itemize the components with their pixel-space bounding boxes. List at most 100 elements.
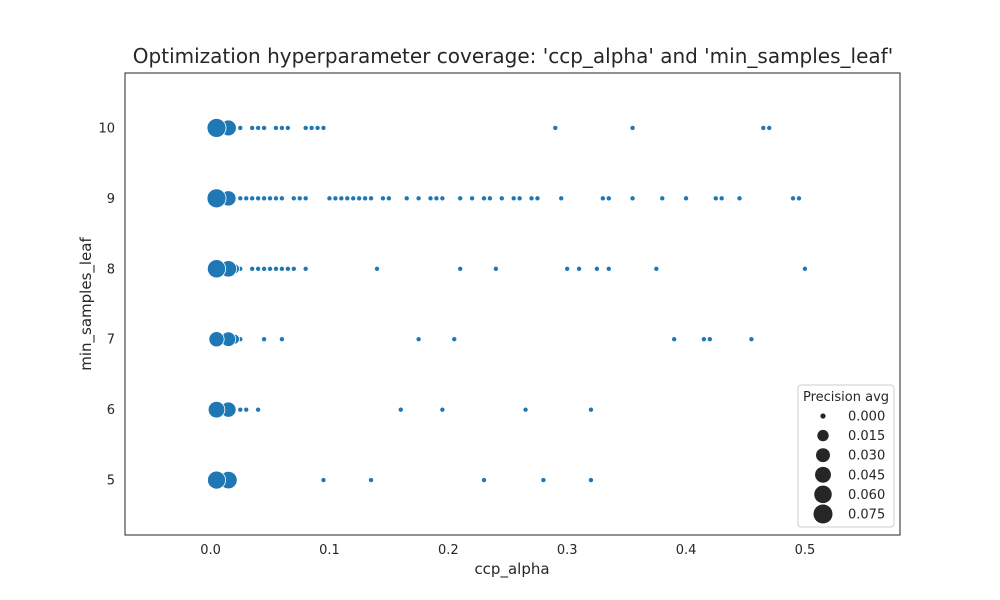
scatter-point xyxy=(587,406,594,413)
y-tick-label: 6 xyxy=(107,403,115,418)
scatter-point xyxy=(207,400,226,419)
scatter-point xyxy=(599,195,606,202)
scatter-point xyxy=(385,195,392,202)
x-tick-label: 0.1 xyxy=(319,543,340,558)
scatter-point xyxy=(255,124,262,131)
scatter-point xyxy=(593,265,600,272)
x-axis-label: ccp_alpha xyxy=(474,560,549,579)
scatter-point xyxy=(415,195,422,202)
scatter-point xyxy=(522,406,529,413)
x-tick-label: 0.4 xyxy=(676,543,697,558)
scatter-point xyxy=(439,406,446,413)
scatter-point xyxy=(659,195,666,202)
y-tick-label: 7 xyxy=(107,333,115,348)
scatter-point xyxy=(700,336,707,343)
scatter-point xyxy=(356,195,363,202)
points-layer xyxy=(206,118,808,490)
scatter-point xyxy=(290,265,297,272)
scatter-point xyxy=(206,118,227,138)
scatter-point xyxy=(576,265,583,272)
scatter-point xyxy=(255,406,262,413)
legend-entries: 0.000 0.015 0.030 0.045 0.060 0.075 xyxy=(813,410,885,524)
scatter-point xyxy=(528,195,535,202)
scatter-point xyxy=(261,265,268,272)
scatter-point xyxy=(439,195,446,202)
scatter-point xyxy=(237,124,244,131)
y-tick-label: 5 xyxy=(107,474,115,489)
scatter-point xyxy=(249,265,256,272)
scatter-point xyxy=(368,195,375,202)
scatter-point xyxy=(284,124,291,131)
scatter-point xyxy=(540,477,547,484)
scatter-point xyxy=(207,470,226,490)
scatter-point xyxy=(249,124,256,131)
scatter-point xyxy=(451,336,458,343)
y-axis-label: min_samples_leaf xyxy=(77,237,96,371)
legend-entry-label: 0.015 xyxy=(848,429,885,444)
scatter-point xyxy=(237,406,244,413)
scatter-point xyxy=(605,265,612,272)
scatter-point xyxy=(748,336,755,343)
scatter-point xyxy=(261,336,268,343)
scatter-point xyxy=(683,195,690,202)
scatter-point xyxy=(397,406,404,413)
scatter-point xyxy=(433,195,440,202)
x-tick-label: 0.0 xyxy=(200,543,221,558)
legend-marker xyxy=(815,466,831,483)
scatter-point xyxy=(272,124,279,131)
y-tick-labels: 5 6 7 8 9 10 xyxy=(98,121,115,488)
scatter-point xyxy=(801,265,808,272)
scatter-point xyxy=(766,124,773,131)
x-tick-label: 0.3 xyxy=(557,543,578,558)
scatter-point xyxy=(272,265,279,272)
scatter-point xyxy=(290,195,297,202)
scatter-point xyxy=(302,195,309,202)
scatter-point xyxy=(510,195,517,202)
legend: Precision avg 0.0000.0150.0300.0450.0600… xyxy=(797,384,895,528)
legend-title: Precision avg xyxy=(803,390,889,405)
legend-marker xyxy=(820,413,826,419)
scatter-point xyxy=(552,124,559,131)
scatter-point xyxy=(344,195,351,202)
scatter-point xyxy=(379,195,386,202)
scatter-point xyxy=(206,188,227,209)
scatter-point xyxy=(261,195,268,202)
scatter-point xyxy=(272,195,279,202)
legend-entry-label: 0.075 xyxy=(848,508,885,523)
scatter-point xyxy=(326,195,333,202)
scatter-point xyxy=(243,406,250,413)
scatter-point xyxy=(278,336,285,343)
scatter-point xyxy=(534,195,541,202)
scatter-point xyxy=(255,195,262,202)
legend-entry-label: 0.000 xyxy=(848,410,885,425)
scatter-point xyxy=(629,195,636,202)
scatter-point xyxy=(308,124,315,131)
scatter-point xyxy=(736,195,743,202)
scatter-point xyxy=(206,259,227,279)
scatter-point xyxy=(278,195,285,202)
scatter-point xyxy=(564,265,571,272)
scatter-point xyxy=(237,195,244,202)
scatter-point xyxy=(469,195,476,202)
chart-title: Optimization hyperparameter coverage: 'c… xyxy=(133,44,893,68)
y-tick-label: 10 xyxy=(98,121,115,136)
scatter-point xyxy=(332,195,339,202)
scatter-point xyxy=(255,265,262,272)
scatter-point xyxy=(706,336,713,343)
scatter-point xyxy=(427,195,434,202)
legend-marker xyxy=(816,448,830,463)
scatter-point xyxy=(243,195,250,202)
scatter-point xyxy=(403,195,410,202)
scatter-point xyxy=(587,477,594,484)
scatter-point xyxy=(480,195,487,202)
scatter-point xyxy=(486,195,493,202)
legend-marker xyxy=(813,504,833,524)
scatter-point xyxy=(249,195,256,202)
scatter-point xyxy=(320,477,327,484)
scatter-point xyxy=(350,195,357,202)
scatter-point xyxy=(790,195,797,202)
legend-entry-label: 0.045 xyxy=(848,468,885,483)
scatter-point xyxy=(457,195,464,202)
plot-area-frame xyxy=(124,72,901,536)
